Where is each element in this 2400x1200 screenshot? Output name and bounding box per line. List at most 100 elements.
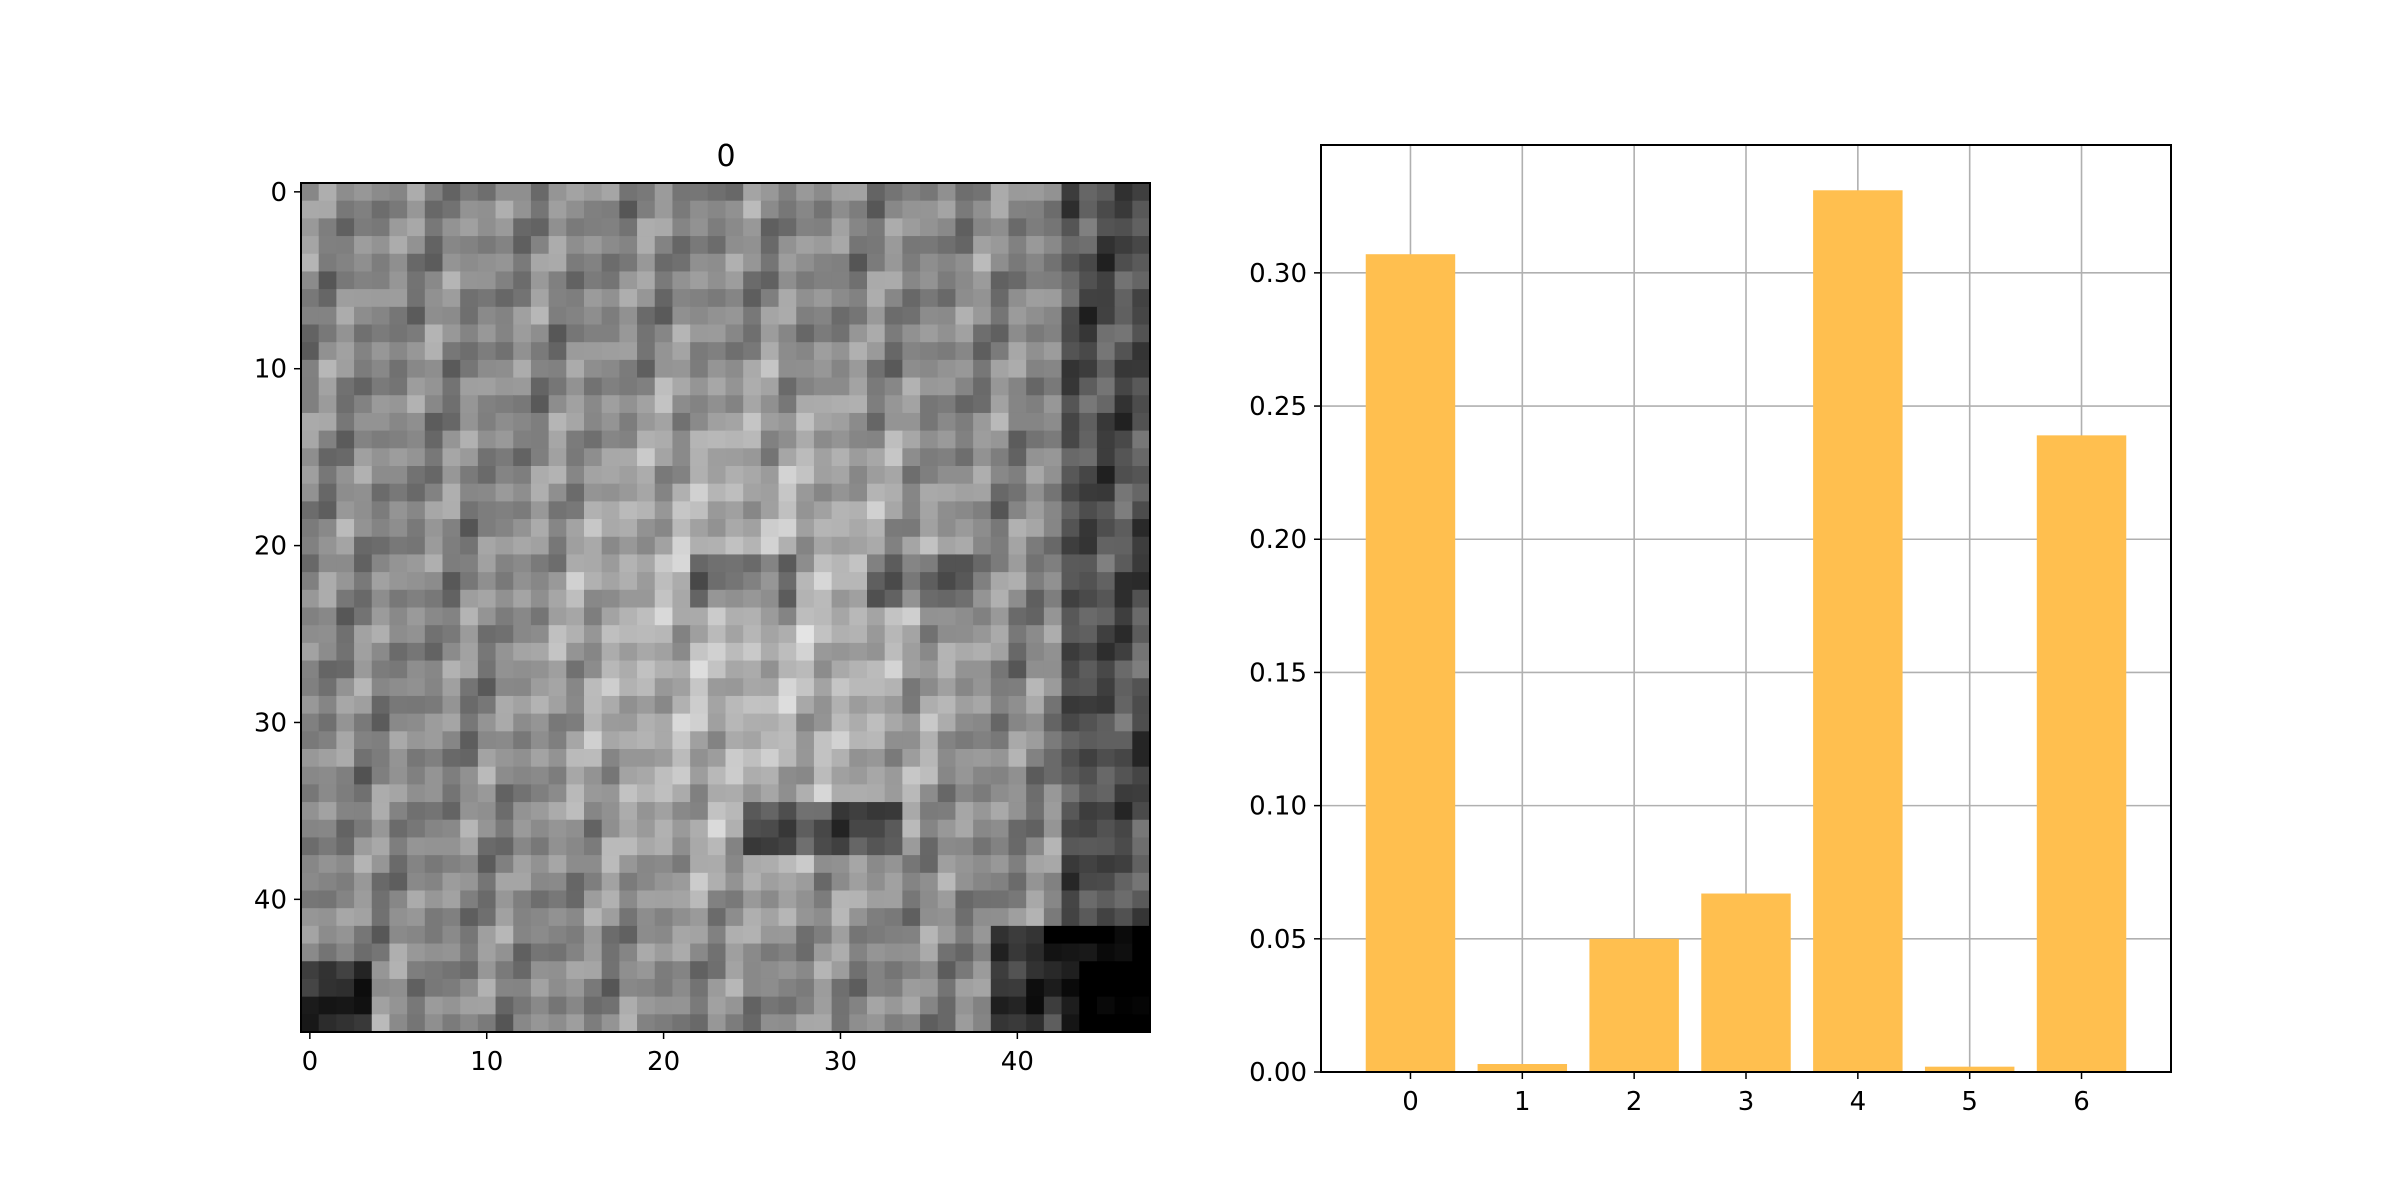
image-pixel bbox=[1008, 908, 1027, 927]
image-pixel bbox=[619, 713, 638, 732]
image-pixel bbox=[424, 819, 444, 839]
image-pixel bbox=[424, 395, 444, 414]
bar-y-ticks: 0.000.050.100.150.200.250.30 bbox=[1249, 259, 1321, 1088]
image-pixel bbox=[990, 395, 1010, 414]
image-pixel bbox=[584, 359, 603, 379]
image-pixel bbox=[760, 890, 780, 909]
image-pixel bbox=[407, 784, 426, 803]
image-pixel bbox=[707, 1014, 727, 1033]
image-pixel bbox=[1132, 183, 1151, 202]
image-pixel bbox=[389, 536, 408, 556]
image-pixel bbox=[813, 395, 833, 414]
image-pixel bbox=[1008, 996, 1027, 1015]
image-pixel bbox=[902, 837, 921, 856]
image-pixel bbox=[495, 925, 514, 945]
image-pixel bbox=[796, 536, 815, 556]
image-pixel bbox=[530, 695, 550, 715]
image-pixel bbox=[937, 872, 957, 892]
image-pixel bbox=[867, 1014, 886, 1033]
image-pixel bbox=[813, 253, 833, 273]
image-pixel bbox=[566, 483, 585, 502]
image-pixel bbox=[354, 713, 373, 732]
image-pixel bbox=[973, 359, 992, 379]
image-pixel bbox=[389, 1014, 408, 1033]
image-pixel bbox=[760, 377, 780, 396]
image-pixel bbox=[973, 978, 992, 998]
image-pixel bbox=[442, 642, 461, 662]
image-pixel bbox=[637, 855, 656, 874]
image-pixel bbox=[619, 625, 638, 644]
image-pixel bbox=[955, 678, 974, 697]
image-pixel bbox=[1061, 660, 1080, 679]
image-pixel bbox=[513, 625, 532, 644]
image-pixel bbox=[513, 448, 532, 467]
image-pixel bbox=[601, 731, 620, 750]
image-pixel bbox=[1079, 660, 1098, 679]
image-pixel bbox=[301, 253, 320, 273]
image-pixel bbox=[654, 837, 674, 856]
image-pixel bbox=[566, 572, 585, 591]
image-pixel bbox=[690, 306, 709, 326]
image-pixel bbox=[813, 342, 833, 361]
image-pixel bbox=[530, 218, 550, 237]
image-pixel bbox=[548, 695, 567, 715]
image-pixel bbox=[1096, 784, 1116, 803]
image-pixel bbox=[566, 324, 585, 343]
image-pixel bbox=[725, 713, 744, 732]
image-pixel bbox=[813, 802, 833, 821]
image-pixel bbox=[566, 519, 585, 538]
image-pixel bbox=[460, 642, 479, 662]
image-pixel bbox=[690, 908, 709, 927]
image-pixel bbox=[442, 660, 461, 679]
image-pixel bbox=[884, 695, 903, 715]
image-pixel bbox=[495, 483, 514, 502]
image-pixel bbox=[1114, 448, 1133, 467]
image-pixel bbox=[937, 837, 957, 856]
image-pixel bbox=[902, 572, 921, 591]
image-pixel bbox=[955, 253, 974, 273]
image-pixel bbox=[460, 872, 479, 892]
image-pixel bbox=[973, 925, 992, 945]
image-pixel bbox=[336, 271, 355, 290]
image-pixel bbox=[920, 183, 939, 202]
image-pixel bbox=[990, 183, 1010, 202]
image-pixel bbox=[495, 872, 514, 892]
image-pixel bbox=[672, 536, 691, 556]
image-pixel bbox=[336, 200, 355, 219]
image-pixel bbox=[477, 572, 497, 591]
image-pixel bbox=[831, 289, 850, 308]
image-pixel bbox=[548, 519, 567, 538]
image-pixel bbox=[743, 306, 762, 326]
image-pixel bbox=[601, 837, 620, 856]
image-pixel bbox=[530, 324, 550, 343]
image-pixel bbox=[1079, 536, 1098, 556]
image-pixel bbox=[1079, 855, 1098, 874]
image-pixel bbox=[548, 925, 567, 945]
image-pixel bbox=[389, 466, 408, 485]
image-pixel bbox=[530, 501, 550, 520]
image-pixel bbox=[495, 908, 514, 927]
image-pixel bbox=[477, 890, 497, 909]
image-pixel bbox=[707, 519, 727, 538]
image-pixel bbox=[442, 908, 461, 927]
image-pixel bbox=[796, 501, 815, 520]
image-pixel bbox=[884, 766, 903, 785]
image-pixel bbox=[477, 819, 497, 839]
image-pixel bbox=[389, 253, 408, 273]
image-pixel bbox=[1043, 925, 1063, 945]
image-pixel bbox=[831, 642, 850, 662]
image-pixel bbox=[796, 713, 815, 732]
image-pixel bbox=[937, 448, 957, 467]
image-pixel bbox=[1026, 766, 1045, 785]
image-pixel bbox=[813, 218, 833, 237]
image-pixel bbox=[301, 430, 320, 449]
image-pixel bbox=[424, 890, 444, 909]
image-pixel bbox=[371, 377, 391, 396]
image-pixel bbox=[566, 536, 585, 556]
image-pixel bbox=[407, 501, 426, 520]
image-pixel bbox=[743, 253, 762, 273]
image-pixel bbox=[813, 200, 833, 219]
image-pixel bbox=[1079, 943, 1098, 962]
image-pixel bbox=[1026, 802, 1045, 821]
image-pixel bbox=[813, 695, 833, 715]
